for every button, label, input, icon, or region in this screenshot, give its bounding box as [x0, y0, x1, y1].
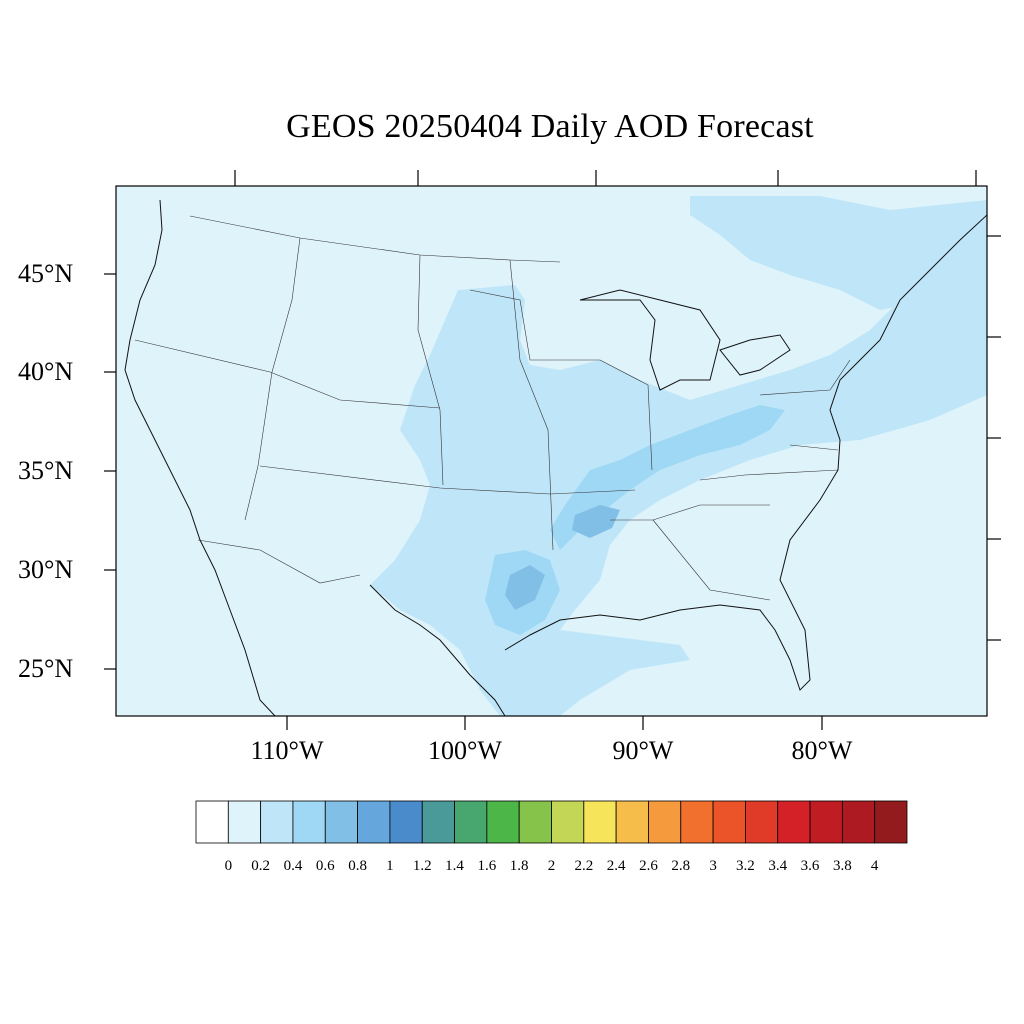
aod-plume-northeast	[690, 196, 987, 310]
colorbar-tick-label: 0.6	[315, 858, 335, 874]
aod-shading	[370, 196, 987, 716]
state-boundaries	[134, 215, 851, 601]
colorbar-bin	[777, 800, 811, 844]
aod-peak-texas	[505, 565, 545, 610]
colorbar-bin	[227, 800, 262, 844]
colorbar-tick-label: 3.2	[736, 858, 755, 874]
colorbar-tick-label: 0.8	[348, 858, 367, 874]
colorbar-bin	[648, 800, 682, 844]
colorbar-tick-label: 2	[547, 858, 556, 874]
colorbar-tick-label: 2.6	[639, 858, 658, 874]
colorbar-tick-label: 1.2	[412, 858, 432, 874]
colorbar-tick-label: 3.8	[832, 858, 852, 874]
colorbar-tick-label: 2.2	[574, 858, 594, 874]
colorbar-tick-label: 1.4	[445, 858, 464, 874]
colorbar-tick-label: 2.8	[671, 858, 691, 874]
lon-label-80: 80°W	[791, 736, 853, 765]
map-title: GEOS 20250404 Daily AOD Forecast	[286, 108, 814, 145]
colorbar-bin	[260, 800, 294, 844]
colorbar-bin	[292, 800, 326, 844]
colorbar-tick-label: 1.6	[477, 858, 497, 874]
colorbar-bin	[421, 800, 455, 844]
colorbar-bin	[680, 800, 714, 844]
map-frame	[115, 185, 988, 717]
colorbar-tick-label: 0.4	[283, 858, 303, 874]
colorbar-bin	[841, 800, 876, 844]
colorbar-bin	[389, 800, 423, 844]
colorbar-bin	[454, 800, 488, 844]
colorbar-tick-label: 0	[224, 858, 233, 874]
colorbar-tick-label: 3.4	[768, 858, 788, 874]
colorbar-bin	[745, 800, 779, 844]
colorbar-tick-label: 3.6	[800, 858, 820, 874]
lon-label-90: 90°W	[612, 736, 674, 765]
colorbar-bin	[551, 800, 585, 844]
colorbar-bin	[712, 800, 746, 844]
colorbar-bin	[583, 800, 617, 844]
colorbar-tick-label: 2.4	[606, 858, 626, 874]
colorbar-bin	[324, 800, 358, 844]
colorbar-bin	[874, 800, 908, 844]
lat-ticks	[104, 235, 1001, 670]
aod-band-ohio	[550, 405, 785, 550]
colorbar-tick-label: 1	[386, 858, 394, 874]
lon-label-100: 100°W	[428, 736, 502, 765]
lat-label-45: 45°N	[18, 259, 74, 288]
lon-label-110: 110°W	[250, 736, 324, 765]
lat-label-40: 40°N	[18, 357, 74, 386]
lat-label-35: 35°N	[18, 456, 74, 485]
lat-label-25: 25°N	[18, 654, 74, 683]
lon-ticks	[234, 170, 977, 730]
colorbar-bin	[357, 800, 391, 844]
colorbar-tick-label: 3	[709, 858, 717, 874]
colorbar-tick-label: 0.2	[251, 858, 270, 874]
colorbar-bin	[518, 800, 552, 844]
colorbar-bin	[615, 800, 649, 844]
colorbar	[195, 800, 908, 844]
colorbar-bin	[195, 800, 229, 844]
colorbar-tick-label: 4	[870, 858, 879, 874]
aod-peak-arkansas	[572, 505, 620, 538]
colorbar-bin	[486, 800, 520, 844]
coastline	[124, 199, 987, 716]
colorbar-bin	[809, 800, 843, 844]
lat-label-30: 30°N	[18, 555, 74, 584]
colorbar-tick-label: 1.8	[509, 858, 529, 874]
